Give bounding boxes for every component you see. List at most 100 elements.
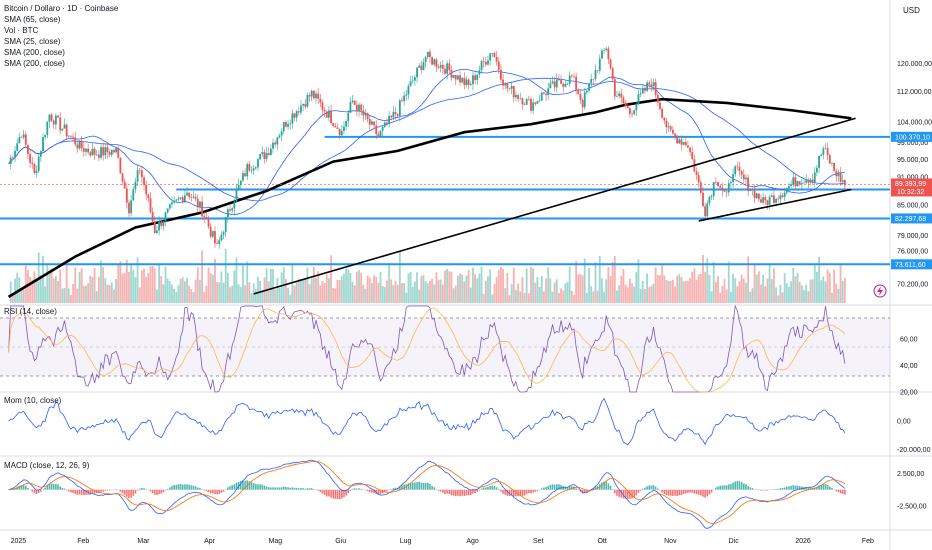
macd-histogram-bar (680, 489, 683, 495)
candle-body (704, 206, 707, 217)
volume-bar (472, 267, 474, 303)
time-tick-label: Set (533, 538, 544, 545)
rsi-title[interactable]: RSI (14, close) (4, 307, 57, 316)
macd-histogram-bar (702, 489, 704, 497)
candle-body (263, 152, 266, 160)
last-price-tag (891, 178, 932, 197)
macd-histogram-bar (568, 486, 571, 490)
lightning-icon[interactable] (873, 284, 887, 298)
candle-body (44, 135, 47, 138)
legend-volume[interactable]: Vol · BTC (4, 26, 38, 35)
volume-bar (661, 263, 664, 303)
volume-bar (65, 261, 68, 303)
candle-body (841, 180, 844, 182)
time-tick-label: Apr (204, 538, 216, 545)
momentum-line (8, 397, 846, 446)
candle-body (504, 83, 507, 86)
macd-histogram-bar (199, 487, 201, 490)
candle-body (476, 74, 479, 81)
volume-bar (467, 270, 470, 303)
macd-histogram-bar (472, 489, 474, 494)
candle-body (392, 112, 395, 118)
candle-body (272, 142, 274, 149)
candle-body (558, 79, 560, 81)
candle-body (652, 82, 655, 87)
macd-histogram-bar (356, 488, 358, 490)
candle-body (396, 114, 399, 116)
legend-sma-65[interactable]: SMA (65, close) (4, 15, 61, 24)
macd-histogram-bar (278, 487, 281, 490)
candle-body (340, 130, 343, 136)
candle-body (282, 121, 285, 132)
volume-bar (564, 283, 567, 303)
macd-histogram-bar (622, 489, 625, 499)
macd-histogram-bar (616, 489, 618, 496)
volume-bar (637, 259, 640, 303)
volume-bar (607, 267, 610, 303)
volume-bar (721, 286, 724, 303)
candle-body (671, 129, 674, 134)
volume-bar (418, 289, 421, 303)
macd-histogram-bar (218, 489, 221, 494)
volume-bar (497, 270, 500, 303)
candle-body (364, 113, 367, 116)
macd-tick-label: -2.500,00 (897, 504, 927, 511)
trendline[interactable] (698, 188, 852, 222)
macd-histogram-bar (358, 488, 360, 490)
candle-body (764, 197, 767, 201)
candle-body (783, 192, 786, 197)
macd-histogram-bar (766, 489, 769, 491)
volume-bar (149, 266, 152, 303)
macd-title[interactable]: MACD (close, 12, 26, 9) (4, 461, 90, 470)
legend-sma-200-b[interactable]: SMA (200, close) (4, 59, 65, 68)
candle-body (82, 148, 85, 152)
macd-histogram-bar (414, 482, 416, 490)
volume-bar (54, 276, 57, 303)
candle-body (48, 114, 51, 122)
macd-histogram-bar (820, 484, 823, 490)
macd-histogram-bar (50, 483, 53, 490)
candle-body (31, 162, 34, 164)
volume-bar (790, 281, 793, 303)
volume-bar (798, 281, 801, 303)
volume-bar (760, 284, 762, 303)
macd-histogram-bar (145, 489, 147, 490)
macd-histogram-bar (72, 489, 74, 493)
candle-body (231, 208, 234, 211)
rsi-tick-label: 40,00 (900, 363, 918, 370)
candle-body (818, 155, 820, 168)
candle-body (259, 153, 262, 160)
volume-bar (179, 278, 182, 303)
volume-bar (736, 286, 739, 303)
candle-body (362, 110, 365, 116)
volume-bar (269, 268, 272, 303)
candle-body (297, 111, 300, 113)
macd-histogram-bar (214, 489, 216, 495)
volume-bar (353, 285, 356, 303)
legend-sma-200-a[interactable]: SMA (200, close) (4, 48, 65, 57)
volume-bar (113, 289, 115, 303)
volume-bar (302, 279, 305, 303)
momentum-title[interactable]: Mom (10, close) (4, 396, 62, 405)
candle-body (80, 140, 83, 149)
volume-bar (330, 255, 332, 303)
macd-histogram-bar (461, 489, 463, 496)
legend-sma-25[interactable]: SMA (25, close) (4, 37, 61, 46)
macd-histogram-bar (431, 486, 433, 490)
volume-bar (39, 275, 42, 303)
macd-histogram-bar (212, 489, 214, 494)
macd-histogram-bar (209, 489, 212, 494)
macd-histogram-bar (61, 487, 64, 490)
macd-histogram-bar (91, 489, 94, 494)
candle-body (463, 77, 466, 86)
volume-bar (536, 277, 539, 303)
macd-histogram-bar (536, 489, 539, 491)
macd-histogram-bar (132, 489, 135, 496)
candle-body (551, 81, 554, 84)
candle-body (46, 121, 49, 136)
volume-bar (783, 272, 786, 303)
trendline[interactable] (253, 117, 856, 295)
candle-body (74, 137, 77, 145)
price-tick-label: 76.000,00 (897, 249, 928, 256)
macd-histogram-bar (298, 488, 300, 490)
